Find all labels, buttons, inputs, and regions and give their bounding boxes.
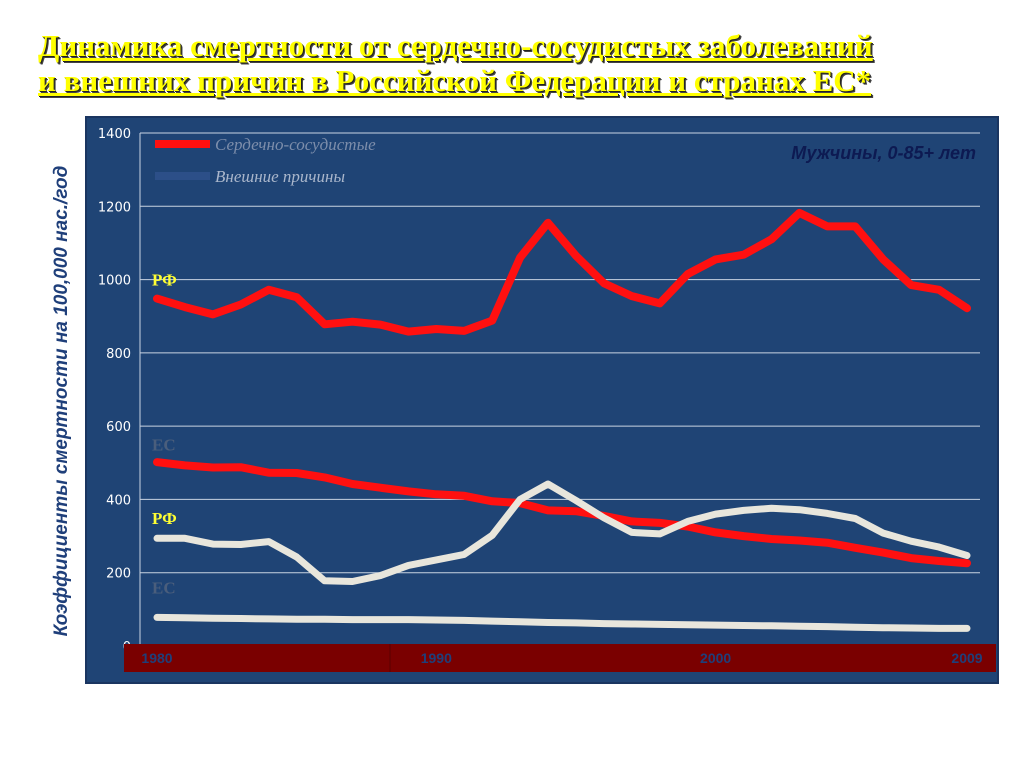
x-tick-label: 2009 [951,650,982,666]
y-tick-label: 1200 [98,200,131,215]
external-rf-line [153,480,971,585]
x-tick-label: 1980 [141,650,172,666]
cardio-rf-line [153,208,971,336]
region-label: ЕС [152,578,176,597]
region-label: РФ [152,509,177,528]
series-group [153,208,971,632]
y-tick-label: 200 [106,567,131,582]
y-tick-label: 800 [106,347,131,362]
chart-subtitle: Мужчины, 0-85+ лет [791,143,976,163]
y-tick-label: 1000 [98,274,131,289]
y-tick-label: 400 [106,493,131,508]
title-line-1: Динамика смертности от сердечно-сосудист… [38,28,873,63]
legend: Сердечно-сосудистые Внешние причины [155,135,376,186]
x-axis-ticks: 1980 1990 2000 2009 [141,644,983,672]
legend-label: Сердечно-сосудистые [215,135,376,154]
grid-lines [139,132,980,646]
region-label: РФ [152,271,177,290]
y-tick-label: 1400 [98,127,131,142]
region-label: ЕС [152,435,176,454]
external-ec-line [153,613,971,632]
region-labels: РФ ЕС РФ ЕС [152,271,177,598]
plot-background [85,116,999,684]
x-axis-band [124,644,996,672]
x-tick-label: 1990 [421,650,452,666]
y-axis-ticks: 0200400600800100012001400 [98,127,131,655]
x-tick-label: 2000 [700,650,731,666]
page-title: Динамика смертности от сердечно-сосудист… [38,28,1008,98]
cardio-ec-line [153,458,971,568]
legend-label: Внешние причины [215,167,345,186]
title-line-2: и внешних причин в Российской Федерации … [38,63,872,98]
y-tick-label: 600 [106,420,131,435]
